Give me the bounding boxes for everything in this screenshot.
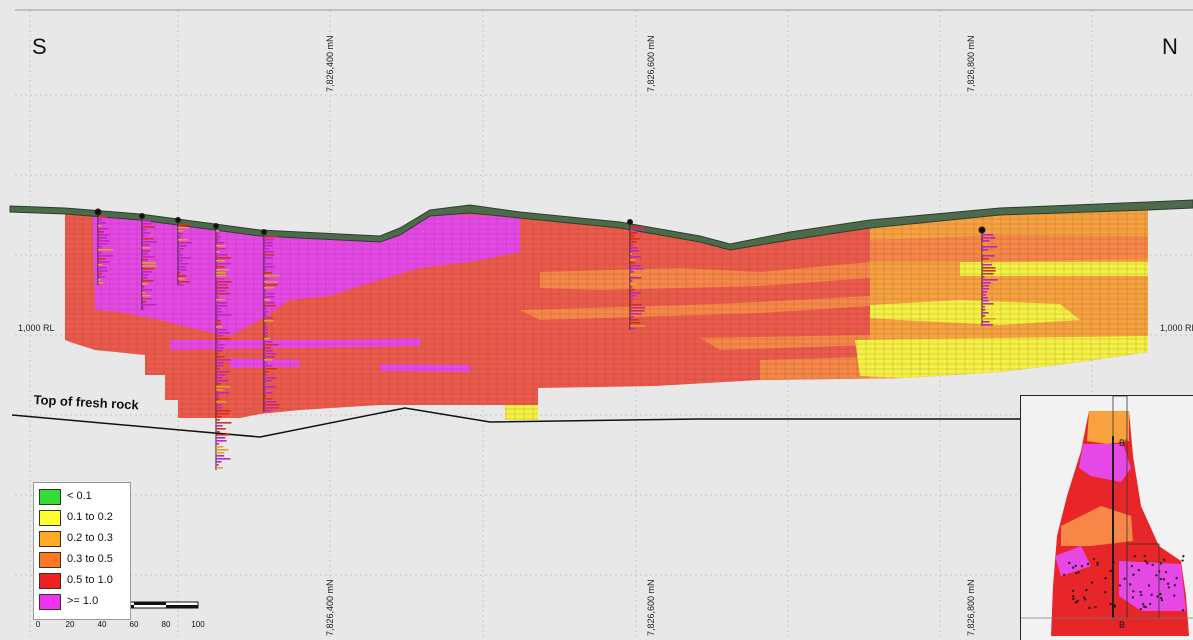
legend-swatch — [39, 510, 61, 526]
north-label: N — [1162, 34, 1178, 59]
inset-label-b: B — [1119, 620, 1126, 630]
legend-swatch — [39, 594, 61, 610]
north-orange-deep — [870, 235, 1148, 262]
scale-tick: 80 — [161, 620, 171, 629]
northing-label-bottom-3: 7,826,800 mN — [966, 579, 976, 636]
inset-magenta-south — [1119, 561, 1186, 611]
south-label: S — [32, 34, 47, 59]
grade-legend: < 0.1 0.1 to 0.2 0.2 to 0.3 0.3 to 0.5 0… — [33, 482, 131, 620]
legend-label: >= 1.0 — [67, 595, 99, 607]
inset-orange-north — [1087, 411, 1129, 444]
scale-tick: 20 — [65, 620, 75, 629]
legend-label: 0.2 to 0.3 — [67, 532, 113, 544]
orange-band-1 — [540, 262, 870, 290]
rl-label-left: 1,000 RL — [18, 323, 55, 333]
northing-label-top-3: 7,826,800 mN — [966, 35, 976, 92]
scale-tick: 0 — [35, 620, 41, 629]
northing-label-top-1: 7,826,400 mN — [325, 35, 335, 92]
northing-label-top-2: 7,826,600 mN — [646, 35, 656, 92]
legend-swatch — [39, 573, 61, 589]
topography-surface — [9, 199, 1193, 251]
scale-tick: 60 — [129, 620, 139, 629]
legend-label: 0.5 to 1.0 — [67, 574, 113, 586]
rl-label-right: 1,000 RL — [1160, 323, 1193, 333]
legend-label: < 0.1 — [67, 490, 92, 502]
drillhole-5 — [261, 229, 267, 412]
north-yellow-3 — [855, 336, 1148, 378]
scale-bar: 0 20 40 60 80 100 — [33, 598, 208, 634]
drillhole-6 — [627, 219, 633, 330]
inset-drillhole-dots — [1062, 555, 1185, 612]
legend-label: 0.1 to 0.2 — [67, 511, 113, 523]
scale-tick: 40 — [97, 620, 107, 629]
legend-swatch — [39, 552, 61, 568]
north-yellow-2 — [870, 300, 1080, 325]
fresh-rock-line — [11, 407, 1020, 438]
legend-swatch — [39, 531, 61, 547]
inset-orange-mid — [1061, 506, 1133, 546]
northing-label-bottom-1: 7,826,400 mN — [325, 579, 335, 636]
inset-map-drawing — [1021, 396, 1193, 636]
inset-label-b-prime: B' — [1119, 438, 1127, 448]
legend-swatch — [39, 489, 61, 505]
legend-label: 0.3 to 0.5 — [67, 553, 113, 565]
inset-magenta-north — [1079, 444, 1131, 482]
inset-plan-map: B' B — [1020, 395, 1193, 640]
northing-label-bottom-2: 7,826,600 mN — [646, 579, 656, 636]
drillhole-assay-bars — [98, 216, 998, 469]
yellow-basal-block — [505, 405, 538, 420]
scale-tick: 100 — [191, 620, 205, 629]
drillhole-1 — [94, 208, 102, 285]
inset-magenta-west — [1055, 546, 1091, 576]
